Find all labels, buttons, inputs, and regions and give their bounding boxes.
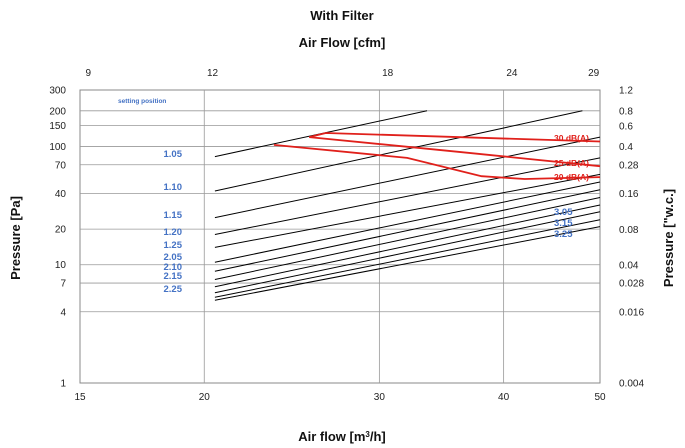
- noise-curve: [273, 144, 601, 180]
- series-labels: 1.05 1.10 1.15 1.20 1.252.052.102.15 2.25 3.05…: [164, 133, 590, 295]
- noise-label: 20 dB(A): [554, 172, 589, 182]
- setting-line: [214, 197, 601, 280]
- y-tick-label: 20: [55, 225, 67, 236]
- x-tick-label: 30: [374, 392, 386, 403]
- x-tick-label: 15: [74, 392, 86, 403]
- y-tick-label: 10: [55, 260, 67, 271]
- plot-frame: [79, 89, 601, 384]
- setting-label: 1.10: [164, 182, 183, 193]
- setting-label: 2.05: [164, 252, 183, 263]
- x-tick-label: 20: [199, 392, 211, 403]
- y-right-tick-label: 0.08: [619, 225, 639, 236]
- y-tick-label: 40: [55, 189, 67, 200]
- setting-label: 2.25: [164, 284, 183, 295]
- noise-label: 30 dB(A): [554, 133, 589, 143]
- y-right-tick-label: 0.04: [619, 260, 639, 271]
- y-tick-label: 200: [49, 106, 66, 117]
- y-right-tick-label: 0.16: [619, 189, 639, 200]
- setting-line: [214, 181, 601, 263]
- tick-labels: 15 20 30 40 50 9 12 18 24 29 1 4 7 10 20 40 70 100 150 200 3…: [49, 68, 644, 403]
- y-tick-label: 300: [49, 86, 66, 97]
- series-lines: [214, 110, 601, 301]
- setting-position-note: setting position: [118, 98, 166, 105]
- setting-label: 1.15: [164, 210, 183, 221]
- setting-label: 1.25: [164, 240, 183, 251]
- setting-line: [214, 189, 601, 272]
- setting-label: 2.15: [164, 271, 183, 282]
- setting-line: [214, 204, 601, 288]
- y-right-tick-label: 0.6: [619, 121, 633, 132]
- y-right-tick-label: 0.004: [619, 379, 644, 390]
- setting-line: [214, 226, 601, 301]
- noise-label: 25 dB(A): [554, 158, 589, 168]
- setting-line: [214, 157, 601, 235]
- y-tick-label: 4: [60, 307, 66, 318]
- y-tick-label: 7: [60, 279, 66, 290]
- y-right-tick-label: 0.28: [619, 160, 639, 171]
- setting-line: [214, 211, 601, 294]
- setting-label: 3.15: [554, 218, 573, 229]
- x-top-tick-label: 29: [588, 68, 600, 79]
- setting-label: 1.05: [164, 149, 183, 160]
- y-right-tick-label: 0.016: [619, 307, 644, 318]
- noise-curve: [308, 132, 601, 143]
- setting-label: 1.20: [164, 227, 183, 238]
- setting-label: 3.05: [554, 207, 573, 218]
- x-top-tick-label: 24: [506, 68, 518, 79]
- x-top-tick-label: 9: [86, 68, 92, 79]
- setting-line: [214, 136, 601, 219]
- setting-line: [214, 219, 601, 298]
- y-right-tick-label: 0.4: [619, 142, 633, 153]
- x-tick-label: 50: [594, 392, 606, 403]
- y-tick-label: 150: [49, 121, 66, 132]
- setting-line: [214, 173, 601, 248]
- chart-subtitle: Air Flow [cfm]: [299, 35, 386, 50]
- setting-line: [214, 110, 583, 192]
- y-tick-label: 70: [55, 160, 67, 171]
- x-axis-label: Air flow [m3/h]: [298, 429, 386, 444]
- y-axis-label: Pressure [Pa]: [8, 196, 23, 280]
- setting-label: 2.10: [164, 262, 183, 273]
- noise-curve: [309, 136, 601, 168]
- y-right-tick-label: 0.028: [619, 279, 644, 290]
- y-right-tick-label: 0.8: [619, 107, 633, 118]
- y-tick-label: 100: [49, 142, 66, 153]
- x-tick-label: 40: [498, 392, 510, 403]
- y-tick-label: 1: [60, 379, 66, 390]
- y-axis-label-right: Pressure ["w.c.]: [661, 189, 676, 287]
- x-top-tick-label: 18: [382, 68, 394, 79]
- chart-title: With Filter: [310, 8, 373, 23]
- y-right-tick-label: 1.2: [619, 86, 633, 97]
- setting-label: 3.25: [554, 229, 573, 240]
- x-top-tick-label: 12: [207, 68, 219, 79]
